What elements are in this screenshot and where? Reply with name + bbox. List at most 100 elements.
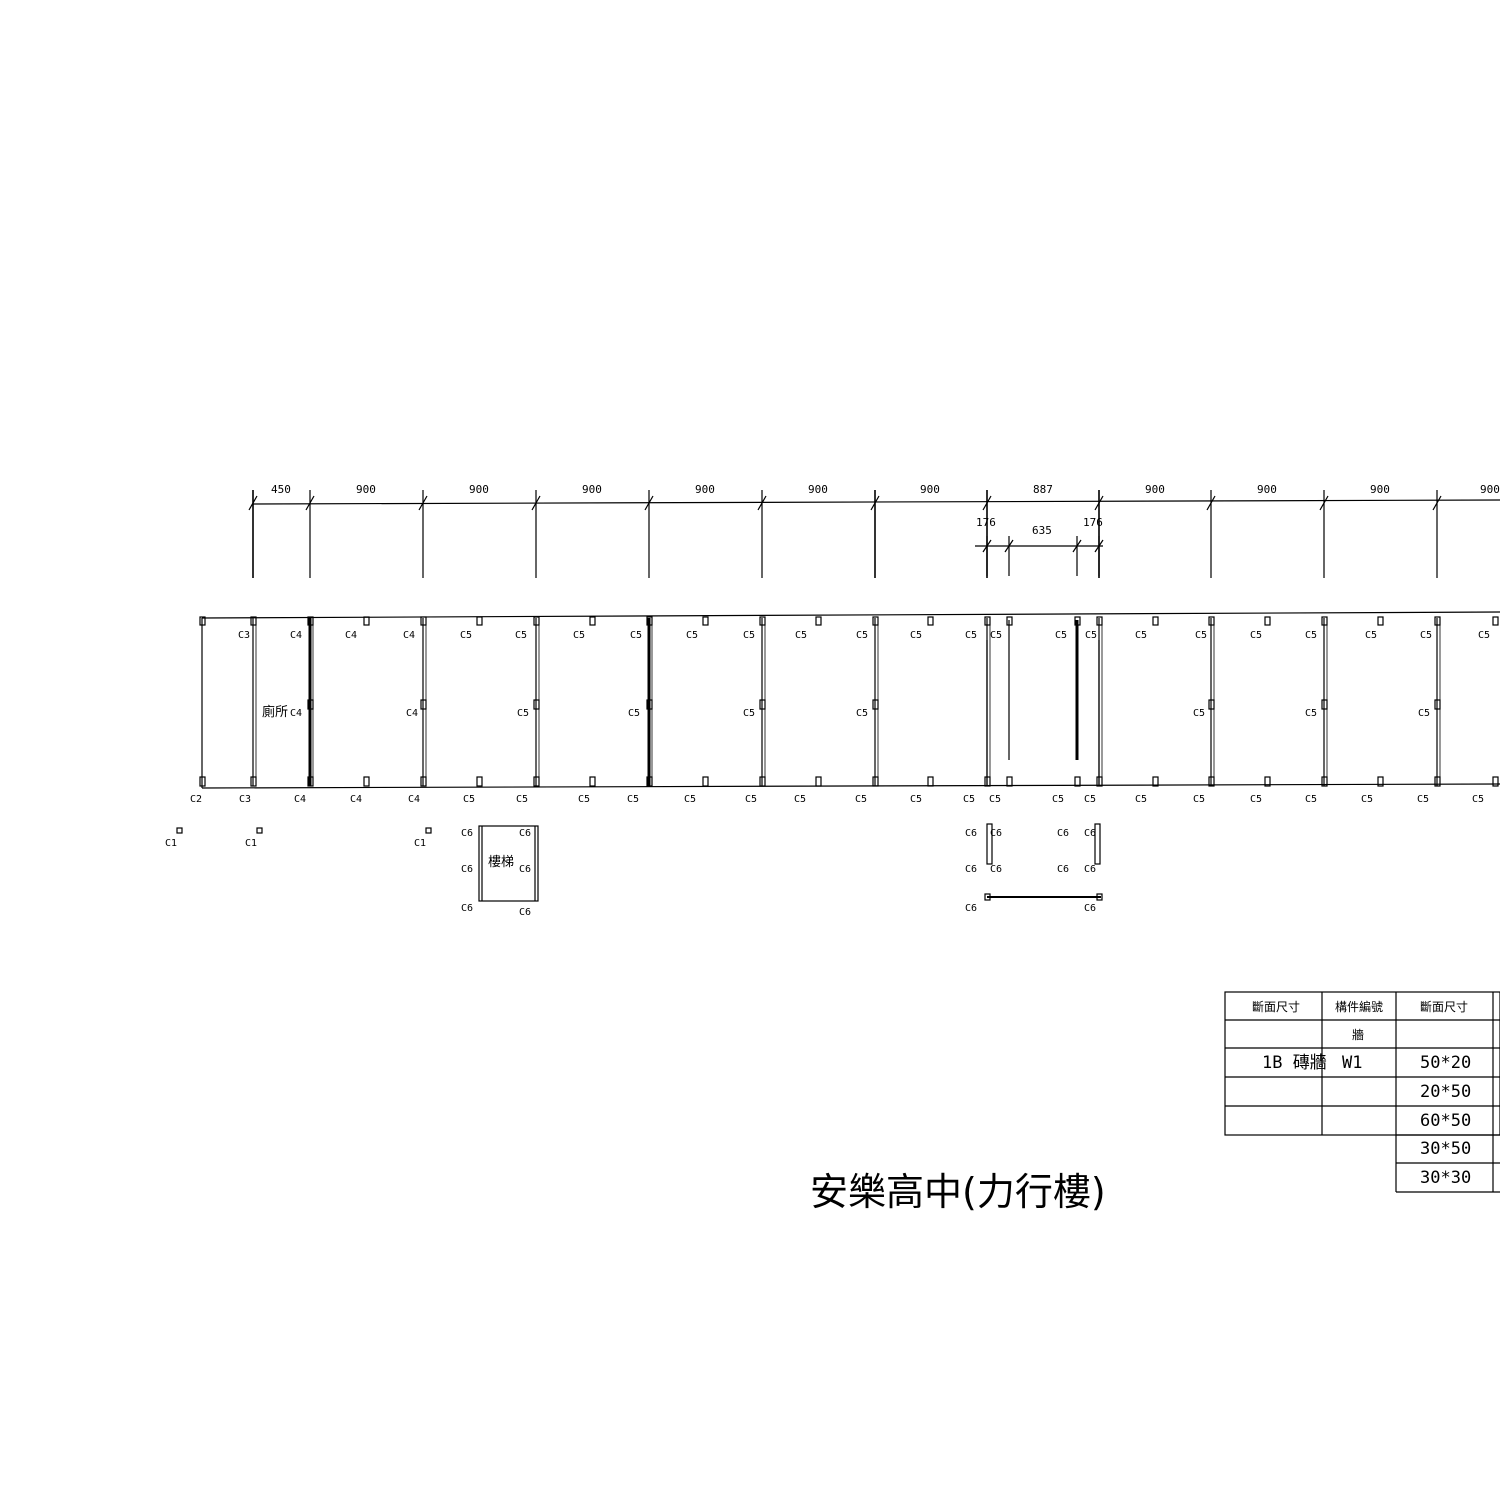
- column-label-top: C5: [460, 630, 472, 641]
- column-label-c1: C1: [414, 838, 426, 849]
- column-top: [1096, 616, 1103, 626]
- column-bottom: [199, 776, 206, 787]
- column-bottom: [1152, 776, 1159, 787]
- dimension-tick: [1206, 495, 1216, 511]
- sub-dimension-value: 176: [1083, 516, 1103, 529]
- column-label-top: C5: [965, 630, 977, 641]
- column-label-bottom: C5: [963, 794, 975, 805]
- column-label-mid: C5: [1418, 708, 1430, 719]
- column-label-bottom: C5: [578, 794, 590, 805]
- column-top: [1434, 616, 1441, 626]
- column-top: [533, 616, 540, 626]
- column-label-top: C5: [1305, 630, 1317, 641]
- stair-outline: [478, 825, 539, 902]
- dimension-tick: [1319, 495, 1329, 511]
- column-label-bottom: C5: [1361, 794, 1373, 805]
- column-top: [984, 616, 991, 626]
- column-label-c6: C6: [461, 864, 473, 875]
- column-bottom: [363, 776, 370, 787]
- column-label-bottom: C2: [190, 794, 202, 805]
- column-label-mid: C5: [628, 708, 640, 719]
- dimension-value: 900: [1370, 483, 1390, 496]
- column-label-bottom: C5: [1305, 794, 1317, 805]
- column-label-mid: C5: [856, 708, 868, 719]
- column-label-top: C5: [1055, 630, 1067, 641]
- column-label-top: C4: [403, 630, 415, 641]
- column-label-mid: C5: [743, 708, 755, 719]
- column-label-c1: C1: [165, 838, 177, 849]
- column-top: [250, 616, 257, 626]
- column-label-top: C5: [573, 630, 585, 641]
- column-label-top: C4: [345, 630, 357, 641]
- sub-dimension-value: 635: [1032, 524, 1052, 537]
- column-label-bottom: C5: [1193, 794, 1205, 805]
- column-top: [420, 616, 427, 626]
- column-mid: [1208, 699, 1215, 710]
- column-label-bottom: C5: [1084, 794, 1096, 805]
- column-label-bottom: C5: [463, 794, 475, 805]
- column-top: [1492, 616, 1499, 626]
- column-label-top: C5: [1420, 630, 1432, 641]
- dimension-value: 900: [808, 483, 828, 496]
- dimension-line: [252, 499, 1500, 505]
- legend-cell: W1: [1342, 1053, 1362, 1073]
- column-label-bottom: C5: [989, 794, 1001, 805]
- column-label-top: C5: [856, 630, 868, 641]
- column-label-mid: C4: [290, 708, 302, 719]
- legend-cell: 30*50: [1420, 1139, 1471, 1159]
- column-bottom: [250, 776, 257, 787]
- column-mid: [646, 699, 653, 710]
- column-label-top: C5: [1135, 630, 1147, 641]
- column-bottom: [1264, 776, 1271, 787]
- column-label-top: C5: [686, 630, 698, 641]
- column-label-c6: C6: [965, 864, 977, 875]
- room-label-stair: 樓梯: [488, 855, 514, 870]
- column-label-mid: C5: [517, 708, 529, 719]
- column-top: [1321, 616, 1328, 626]
- room-label-toilet: 廁所: [262, 704, 288, 720]
- column-mid: [307, 699, 314, 710]
- column-label-c6: C6: [1057, 828, 1069, 839]
- column-bottom: [872, 776, 879, 787]
- column-label-c6: C6: [1084, 828, 1096, 839]
- column-top: [199, 616, 206, 626]
- column-mid: [420, 699, 427, 710]
- column-label-bottom: C5: [1135, 794, 1147, 805]
- column-top: [589, 616, 596, 626]
- legend-cell: 20*50: [1420, 1082, 1471, 1102]
- legend-header-3: 斷面尺寸: [1420, 1000, 1468, 1014]
- column-label-mid: C5: [1193, 708, 1205, 719]
- column-label-c1: C1: [245, 838, 257, 849]
- column-mid: [1321, 699, 1328, 710]
- dimension-value: 450: [271, 483, 291, 496]
- dimension-tick: [418, 495, 428, 511]
- column-label-top: C5: [630, 630, 642, 641]
- column-label-top: C3: [238, 630, 250, 641]
- column-label-bottom: C5: [1472, 794, 1484, 805]
- column-label-top: C5: [1478, 630, 1490, 641]
- column-bottom: [702, 776, 709, 787]
- column-label-c6: C6: [990, 828, 1002, 839]
- legend-cell: 牆: [1352, 1027, 1364, 1042]
- column-bottom: [533, 776, 540, 787]
- column-label-top: C5: [1195, 630, 1207, 641]
- dimension-tick: [1094, 495, 1104, 511]
- column-label-top: C5: [1365, 630, 1377, 641]
- column-top: [476, 616, 483, 626]
- building-bottom-edge: [201, 783, 1500, 789]
- column-label-bottom: C4: [408, 794, 420, 805]
- legend-cell: 50*20: [1420, 1053, 1471, 1073]
- column-top: [1264, 616, 1271, 626]
- column-label-mid: C5: [1305, 708, 1317, 719]
- column-label-c6: C6: [1084, 903, 1096, 914]
- column-mid: [872, 699, 879, 710]
- column-label-top: C5: [743, 630, 755, 641]
- column-bottom: [420, 776, 427, 787]
- sub-dimension-value: 176: [976, 516, 996, 529]
- dimension-value: 900: [469, 483, 489, 496]
- dimension-tick: [644, 495, 654, 511]
- legend-table: [1224, 991, 1500, 1193]
- column-label-bottom: C5: [1052, 794, 1064, 805]
- column-label-bottom: C5: [684, 794, 696, 805]
- column-label-c6: C6: [965, 828, 977, 839]
